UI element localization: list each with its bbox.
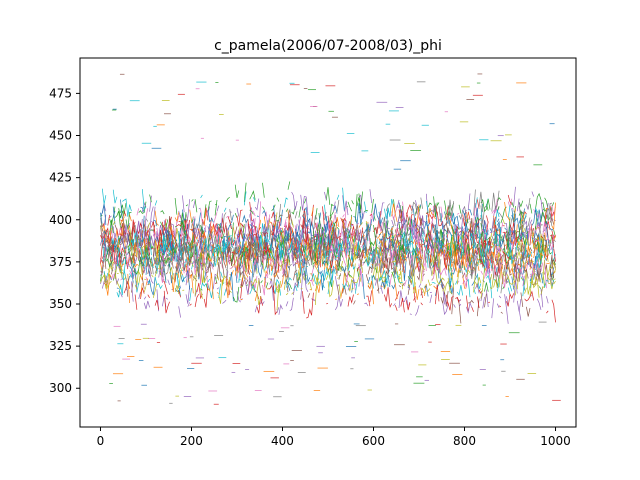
y-tick-label: 350 — [49, 297, 72, 311]
y-tick-label: 375 — [49, 255, 72, 269]
x-tick-label: 0 — [97, 434, 105, 448]
chart-title: c_pamela(2006/07-2008/03)_phi — [214, 38, 442, 54]
x-tick-label: 1000 — [540, 434, 571, 448]
y-tick-label: 475 — [49, 86, 72, 100]
y-tick-label: 450 — [49, 129, 72, 143]
x-tick-label: 600 — [362, 434, 385, 448]
data-series-line — [103, 278, 556, 323]
data-series-line — [107, 246, 553, 282]
axes-frame — [79, 57, 577, 428]
x-tick-label: 400 — [271, 434, 294, 448]
series-layer — [101, 73, 561, 405]
y-tick-label: 300 — [49, 381, 72, 395]
y-tick-label: 400 — [49, 213, 72, 227]
data-series-line — [116, 265, 556, 311]
x-tick-label: 800 — [453, 434, 476, 448]
data-series-line — [116, 265, 555, 299]
y-tick-label: 425 — [49, 171, 72, 185]
data-series-line — [114, 216, 555, 253]
x-axis: 0 200 400 600 800 1000 — [97, 427, 571, 448]
data-series-line — [105, 262, 556, 295]
data-series-line — [200, 267, 555, 303]
plot-area — [101, 73, 561, 405]
y-tick-label: 325 — [49, 339, 72, 353]
x-tick-label: 200 — [180, 434, 203, 448]
data-series-line — [102, 238, 555, 294]
y-axis: 300 325 350 375 400 425 450 475 — [49, 86, 80, 395]
